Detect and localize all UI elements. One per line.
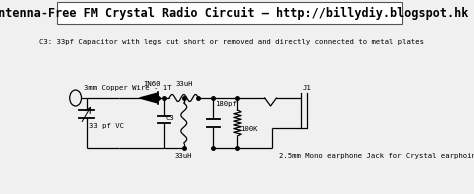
Text: 2.5mm Mono earphone Jack for Crystal earphoine: 2.5mm Mono earphone Jack for Crystal ear… [279,153,474,159]
Text: C3: C3 [165,115,174,121]
Text: J1: J1 [302,85,311,91]
Text: 3mm Copper Wire - 1T: 3mm Copper Wire - 1T [84,85,172,91]
Text: C3: 33pf Capacitor with legs cut short or removed and directly connected to meta: C3: 33pf Capacitor with legs cut short o… [39,39,424,45]
Text: Antenna-Free FM Crystal Radio Circuit – http://billydiy.blogspot.hk: Antenna-Free FM Crystal Radio Circuit – … [0,6,468,20]
Text: 180pf: 180pf [215,101,237,107]
Text: IN60: IN60 [143,81,161,87]
Text: 33uH: 33uH [175,81,192,87]
Polygon shape [140,93,158,103]
Text: 33 pf VC: 33 pf VC [89,123,124,129]
Text: 33uH: 33uH [174,153,191,159]
Text: 100K: 100K [240,126,258,132]
FancyBboxPatch shape [57,2,401,24]
